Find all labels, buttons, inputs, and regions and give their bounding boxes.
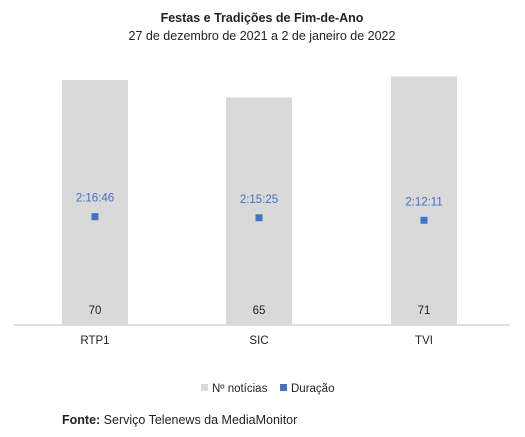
legend-label-duracao: Duração — [291, 383, 334, 395]
legend-swatch-duracao — [280, 384, 287, 391]
bar-sic — [226, 97, 292, 325]
bar-value-sic: 65 — [253, 305, 266, 317]
bar-rtp1 — [62, 80, 128, 325]
duration-label-rtp1: 2:16:46 — [76, 193, 114, 205]
duration-marker-sic — [255, 214, 263, 222]
legend-label-noticias: Nº notícias — [212, 383, 268, 395]
bar-tvi — [391, 76, 457, 325]
bar-value-rtp1: 70 — [89, 305, 102, 317]
category-label-sic: SIC — [249, 335, 268, 347]
bar-value-tvi: 71 — [418, 305, 431, 317]
chart-title: Festas e Tradições de Fim-de-Ano — [161, 11, 364, 25]
duration-label-sic: 2:15:25 — [240, 194, 278, 206]
duration-marker-tvi — [420, 216, 428, 224]
legend: Nº notícias Duração — [201, 383, 334, 395]
category-label-rtp1: RTP1 — [80, 335, 109, 347]
duration-label-tvi: 2:12:11 — [405, 196, 443, 208]
category-label-tvi: TVI — [415, 335, 433, 347]
duration-marker-rtp1 — [91, 213, 99, 221]
legend-swatch-noticias — [201, 384, 208, 391]
chart-subtitle: 27 de dezembro de 2021 a 2 de janeiro de… — [129, 29, 396, 43]
source-text: Serviço Telenews da MediaMonitor — [103, 413, 298, 427]
source-label: Fonte: — [62, 413, 101, 427]
source-note: Fonte: Serviço Telenews da MediaMonitor — [62, 413, 297, 427]
